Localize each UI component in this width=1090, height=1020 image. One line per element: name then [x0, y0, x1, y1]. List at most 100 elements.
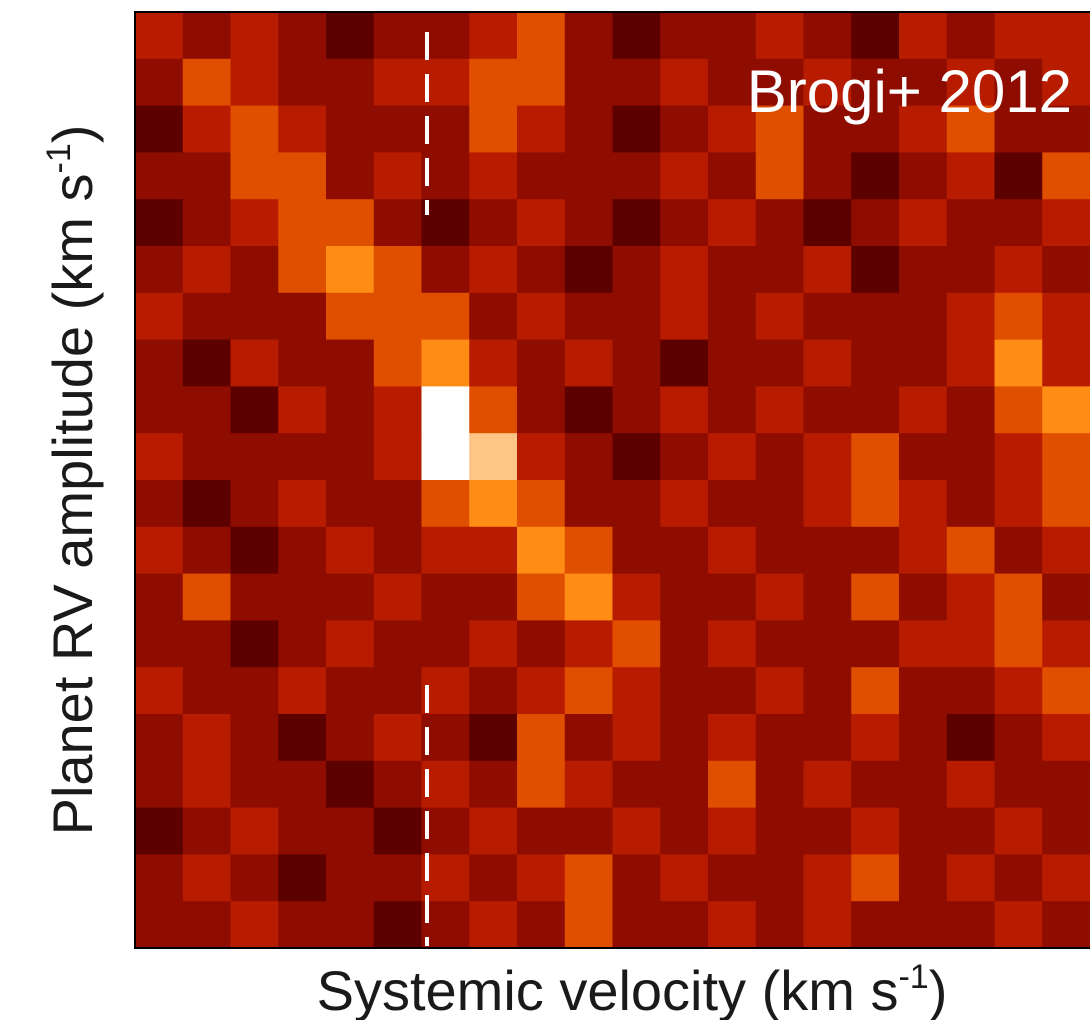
- heatmap-cell: [230, 152, 279, 200]
- heatmap-cell: [708, 12, 757, 60]
- heatmap-cell: [564, 292, 613, 341]
- heatmap-cell: [373, 246, 422, 294]
- heatmap-cell: [708, 526, 757, 575]
- heatmap-cell: [946, 105, 995, 153]
- heatmap-cell: [326, 105, 375, 153]
- heatmap-cell: [708, 620, 757, 668]
- heatmap-cell: [946, 12, 995, 60]
- heatmap-cell: [660, 433, 709, 481]
- heatmap-cell: [469, 714, 518, 762]
- heatmap-cell: [1042, 620, 1090, 668]
- heatmap-cell: [421, 58, 470, 107]
- heatmap-cell: [612, 12, 661, 60]
- heatmap-cell: [469, 480, 518, 528]
- heatmap-cell: [946, 807, 995, 855]
- heatmap-cell: [517, 901, 566, 949]
- heatmap-cell: [946, 386, 995, 434]
- heatmap-cell: [708, 714, 757, 762]
- heatmap-cell: [421, 714, 470, 762]
- heatmap-cell: [994, 199, 1043, 247]
- heatmap-cell: [899, 573, 948, 621]
- heatmap-cell: [612, 105, 661, 153]
- heatmap-cell: [899, 292, 948, 341]
- heatmap-cell: [278, 339, 327, 387]
- heatmap-cell: [708, 854, 757, 902]
- heatmap-cell: [899, 901, 948, 949]
- heatmap-cell: [612, 152, 661, 200]
- heatmap-cell: [469, 339, 518, 387]
- heatmap-cell: [517, 807, 566, 855]
- heatmap-cell: [135, 339, 184, 387]
- heatmap-cell: [278, 58, 327, 107]
- heatmap-cell: [851, 199, 900, 247]
- heatmap-cell: [182, 714, 231, 762]
- heatmap-cell: [230, 620, 279, 668]
- heatmap-cell: [946, 667, 995, 715]
- heatmap-cell: [994, 152, 1043, 200]
- heatmap-cell: [1042, 807, 1090, 855]
- heatmap-cell: [278, 12, 327, 60]
- heatmap-cell: [182, 433, 231, 481]
- heatmap-cell: [373, 526, 422, 575]
- heatmap-cell: [755, 246, 804, 294]
- heatmap-cell: [803, 386, 852, 434]
- heatmap-cell: [373, 667, 422, 715]
- heatmap-cell: [230, 854, 279, 902]
- heatmap-cell: [421, 199, 470, 247]
- heatmap-cell: [135, 480, 184, 528]
- heatmap-cell: [182, 58, 231, 107]
- heatmap-cell: [1042, 152, 1090, 200]
- heatmap-cell: [135, 760, 184, 809]
- heatmap-cell: [278, 573, 327, 621]
- heatmap-cell: [755, 199, 804, 247]
- heatmap-cell: [421, 901, 470, 949]
- heatmap-cell: [755, 714, 804, 762]
- heatmap-cell: [660, 620, 709, 668]
- heatmap-cell: [278, 292, 327, 341]
- heatmap-cell: [899, 58, 948, 107]
- heatmap-cell: [421, 386, 470, 434]
- heatmap-cell: [899, 807, 948, 855]
- heatmap-cell: [803, 152, 852, 200]
- heatmap-cell: [708, 386, 757, 434]
- heatmap-cell: [899, 760, 948, 809]
- heatmap-cell: [946, 339, 995, 387]
- heatmap-cell: [469, 573, 518, 621]
- heatmap-cell: [994, 901, 1043, 949]
- heatmap-cell: [660, 901, 709, 949]
- heatmap-cell: [421, 12, 470, 60]
- heatmap-cell: [421, 667, 470, 715]
- heatmap-cell: [946, 573, 995, 621]
- heatmap-cell: [326, 854, 375, 902]
- heatmap-cell: [1042, 854, 1090, 902]
- heatmap-cell: [135, 573, 184, 621]
- heatmap-cell: [326, 58, 375, 107]
- heatmap-cell: [755, 12, 804, 60]
- heatmap-cell: [469, 620, 518, 668]
- heatmap-cell: [1042, 339, 1090, 387]
- heatmap-cell: [851, 714, 900, 762]
- heatmap-cell: [803, 620, 852, 668]
- heatmap-cell: [326, 480, 375, 528]
- heatmap-cell: [755, 573, 804, 621]
- heatmap-cell: [899, 199, 948, 247]
- heatmap-cell: [517, 12, 566, 60]
- heatmap-cell: [469, 105, 518, 153]
- heatmap-cell: [517, 339, 566, 387]
- heatmap-cell: [230, 58, 279, 107]
- heatmap-cell: [421, 152, 470, 200]
- heatmap-cell: [230, 480, 279, 528]
- heatmap-cell: [660, 526, 709, 575]
- heatmap-cell: [803, 339, 852, 387]
- heatmap-cell: [421, 246, 470, 294]
- heatmap-cell: [517, 573, 566, 621]
- heatmap-cell: [326, 12, 375, 60]
- heatmap-cell: [755, 105, 804, 153]
- heatmap-cell: [373, 901, 422, 949]
- heatmap-cell: [994, 573, 1043, 621]
- heatmap-cell: [899, 526, 948, 575]
- heatmap-cell: [469, 854, 518, 902]
- heatmap-cell: [373, 12, 422, 60]
- heatmap-cell: [1042, 760, 1090, 809]
- heatmap-cell: [851, 480, 900, 528]
